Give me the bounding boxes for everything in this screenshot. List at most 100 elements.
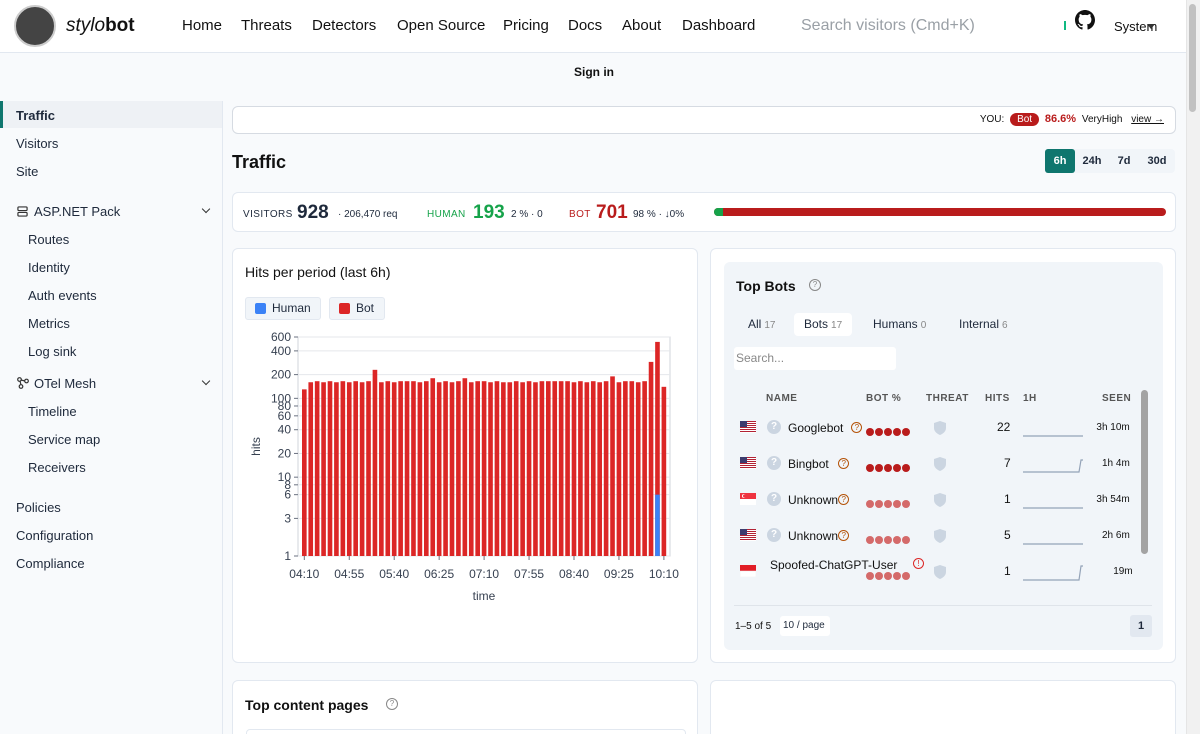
top-pages-title: Top content pages xyxy=(245,697,369,713)
info-icon[interactable]: ? xyxy=(851,422,863,433)
legend-bot[interactable]: Bot xyxy=(329,297,385,320)
chevron-down-icon[interactable] xyxy=(201,376,211,386)
nav-pricing[interactable]: Pricing xyxy=(503,17,549,34)
bar-bot xyxy=(578,381,583,556)
nav-about[interactable]: About xyxy=(622,17,662,34)
bot-name-link[interactable]: Spoofed-ChatGPT-User xyxy=(770,558,898,572)
col-hits[interactable]: HITS xyxy=(985,393,1010,404)
table-scrollbar[interactable] xyxy=(1141,390,1148,554)
sidebar-item-routes[interactable]: Routes xyxy=(28,232,70,247)
bar-bot xyxy=(661,386,667,556)
search-input[interactable]: Search visitors (Cmd+K) xyxy=(801,17,975,34)
signin-link[interactable]: Sign in xyxy=(574,65,614,79)
tab-all[interactable]: All 17 xyxy=(748,317,776,331)
sidebar-item-identity[interactable]: Identity xyxy=(28,260,70,275)
you-view-link[interactable]: view → xyxy=(1131,114,1164,125)
y-tick-label: 200 xyxy=(271,368,291,382)
legend-human[interactable]: Human xyxy=(245,297,321,320)
y-tick-label: 40 xyxy=(278,423,292,437)
info-icon[interactable]: ? xyxy=(838,530,850,541)
bot-name-link[interactable]: Unknown xyxy=(788,529,839,543)
sidebar-item-policies[interactable]: Policies xyxy=(16,500,61,515)
bar-bot xyxy=(334,382,339,556)
bots-search-input[interactable]: Search... xyxy=(734,347,896,370)
tab-bots[interactable]: Bots 17 xyxy=(794,313,853,336)
info-icon[interactable]: ? xyxy=(838,458,850,469)
bot-pct-dots xyxy=(866,460,911,472)
col-1h[interactable]: 1H xyxy=(1023,393,1037,404)
sidebar-item-compliance[interactable]: Compliance xyxy=(16,556,85,571)
col-bot-pct[interactable]: BOT % xyxy=(866,393,902,404)
sidebar-item-receivers[interactable]: Receivers xyxy=(28,460,86,475)
visitors-count: 928 xyxy=(297,202,329,223)
shield-icon xyxy=(934,529,946,543)
bar-bot xyxy=(443,381,448,556)
logo-icon[interactable] xyxy=(14,5,56,47)
hits-value: 1 xyxy=(1004,564,1011,578)
tab-humans[interactable]: Humans 0 xyxy=(873,317,927,331)
col-seen[interactable]: SEEN xyxy=(1102,393,1132,404)
sidebar-item-site[interactable]: Site xyxy=(16,164,39,179)
sidebar-item-visitors[interactable]: Visitors xyxy=(16,136,59,151)
theme-select[interactable]: System xyxy=(1114,19,1158,34)
human-ratio-fill xyxy=(714,208,724,216)
sidebar-item-auth-events[interactable]: Auth events xyxy=(28,288,97,303)
nav-threats[interactable]: Threats xyxy=(241,17,292,34)
sidebar-item-service-map[interactable]: Service map xyxy=(28,432,101,447)
bot-pct-dots xyxy=(866,496,911,508)
bar-bot xyxy=(404,381,410,556)
scrollbar-thumb[interactable] xyxy=(1189,4,1196,112)
hits-value: 1 xyxy=(1004,492,1011,506)
bar-bot xyxy=(430,378,436,556)
tab-internal[interactable]: Internal 6 xyxy=(959,317,1008,331)
flag-icon-sg xyxy=(740,493,756,505)
sidebar-group-otel[interactable]: OTel Mesh xyxy=(34,376,97,391)
col-name[interactable]: NAME xyxy=(766,393,798,404)
bar-bot xyxy=(321,382,326,556)
page-size-select[interactable]: 10 / page xyxy=(780,616,830,636)
unknown-avatar-icon: ? xyxy=(767,420,781,434)
scrollbar[interactable] xyxy=(1186,0,1200,734)
help-icon[interactable]: ? xyxy=(809,279,821,291)
sidebar-group-aspnet[interactable]: ASP.NET Pack xyxy=(34,204,121,219)
bar-bot xyxy=(655,341,660,556)
sidebar-item-log-sink[interactable]: Log sink xyxy=(28,344,77,359)
bar-bot xyxy=(417,382,423,556)
bar-bot xyxy=(610,376,615,556)
period-6h[interactable]: 6h xyxy=(1045,149,1075,173)
seen-value: 3h 10m xyxy=(1096,422,1130,433)
bar-bot xyxy=(411,381,416,556)
col-threat[interactable]: THREAT xyxy=(926,393,969,404)
top-bots-panel xyxy=(724,262,1163,650)
alert-icon[interactable]: ! xyxy=(913,558,924,569)
nav-home[interactable]: Home xyxy=(182,17,223,34)
info-icon[interactable]: ? xyxy=(838,494,850,505)
sidebar-item-metrics[interactable]: Metrics xyxy=(28,316,70,331)
logo-text[interactable]: stylobot xyxy=(66,15,135,36)
bar-bot xyxy=(475,381,480,556)
bar-bot xyxy=(359,382,365,556)
x-tick-label: 09:25 xyxy=(604,567,634,581)
flag-icon-us xyxy=(740,529,756,541)
you-pct: 86.6% xyxy=(1044,113,1077,125)
sidebar-item-traffic[interactable]: Traffic xyxy=(16,108,56,123)
chevron-down-icon[interactable] xyxy=(201,204,211,214)
nav-docs[interactable]: Docs xyxy=(568,17,603,34)
period-24h[interactable]: 24h xyxy=(1082,155,1102,167)
period-7d[interactable]: 7d xyxy=(1117,155,1131,167)
help-icon[interactable]: ? xyxy=(386,698,398,710)
bot-name-link[interactable]: Bingbot xyxy=(788,457,829,471)
bot-name-link[interactable]: Unknown xyxy=(788,493,839,507)
nav-dashboard[interactable]: Dashboard xyxy=(682,17,756,34)
nav-detectors[interactable]: Detectors xyxy=(312,17,377,34)
sidebar-item-configuration[interactable]: Configuration xyxy=(16,528,94,543)
github-icon[interactable] xyxy=(1075,10,1095,30)
nav-open-source[interactable]: Open Source xyxy=(397,17,486,34)
sidebar-item-timeline[interactable]: Timeline xyxy=(28,404,77,419)
you-level: VeryHigh xyxy=(1081,114,1123,125)
y-tick-label: 6 xyxy=(284,488,291,502)
page-button[interactable]: 1 xyxy=(1130,615,1152,637)
period-30d[interactable]: 30d xyxy=(1147,155,1167,167)
bot-name-link[interactable]: Googlebot xyxy=(788,421,844,435)
